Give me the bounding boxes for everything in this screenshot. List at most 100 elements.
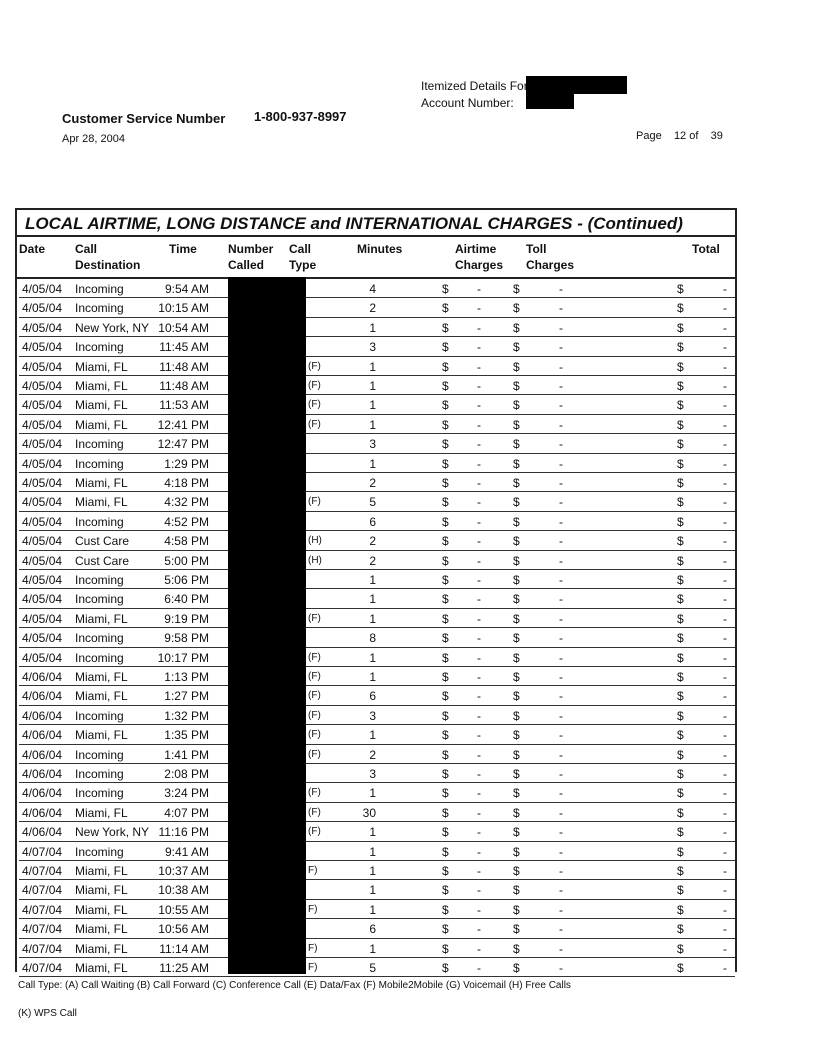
customer-service-number: 1-800-937-8997 [254, 109, 347, 124]
total-currency: $ [677, 398, 684, 413]
call-type-cell: (F) [308, 399, 321, 411]
toll-cell: - [559, 689, 563, 704]
airtime-currency: $ [442, 708, 449, 723]
time-cell: 11:53 AM [159, 398, 209, 413]
time-cell: 5:00 PM [164, 553, 209, 568]
toll-cell: - [559, 495, 563, 510]
date-cell: 4/05/04 [22, 282, 63, 296]
toll-cell: - [559, 708, 563, 723]
call-type-cell: (H) [308, 554, 322, 566]
date-cell: 4/06/04 [22, 805, 63, 820]
call-type-cell: (F) [308, 787, 321, 799]
total-currency: $ [677, 805, 684, 820]
airtime-cell: - [477, 282, 481, 296]
total-currency: $ [677, 573, 684, 587]
table-row: 4/05/04 Incoming 6:40 PM 1 $ - $ - $ - [19, 589, 735, 609]
destination-cell: Miami, FL [75, 495, 128, 510]
minutes-cell: 1 [369, 417, 376, 432]
airtime-currency: $ [442, 437, 449, 452]
call-type-cell: (F) [308, 709, 321, 721]
airtime-cell: - [477, 902, 481, 917]
toll-cell: - [559, 961, 563, 975]
col-toll: Toll Charges [526, 242, 575, 272]
airtime-currency: $ [442, 883, 449, 898]
time-cell: 9:41 AM [164, 844, 209, 859]
total-currency: $ [677, 708, 684, 723]
time-cell: 1:35 PM [164, 728, 209, 743]
airtime-currency: $ [442, 767, 449, 781]
total-cell: - [723, 728, 727, 743]
toll-cell: - [559, 320, 563, 335]
toll-currency: $ [513, 379, 520, 393]
airtime-currency: $ [442, 398, 449, 413]
total-cell: - [723, 379, 727, 393]
table-row: 4/05/04 Miami, FL 4:32 PM (F) 5 $ - $ - $ - [19, 492, 735, 512]
time-cell: 1:27 PM [164, 689, 209, 704]
airtime-cell: - [477, 573, 481, 587]
date-cell: 4/05/04 [22, 650, 63, 665]
call-type-cell: (F) [308, 612, 321, 624]
itemized-details-label: Itemized Details For: [421, 79, 532, 93]
time-cell: 9:19 PM [164, 611, 209, 626]
call-type-cell: F) [308, 903, 318, 915]
airtime-cell: - [477, 417, 481, 432]
total-cell: - [723, 961, 727, 975]
call-type-cell: F) [308, 865, 318, 876]
call-type-cell: (F) [308, 671, 321, 682]
call-type-cell: (F) [308, 826, 321, 838]
total-cell: - [723, 301, 727, 316]
page-indicator: Page 12 of 39 [636, 130, 723, 142]
minutes-cell: 1 [369, 670, 376, 684]
airtime-currency: $ [442, 922, 449, 937]
date-cell: 4/07/04 [22, 922, 63, 937]
airtime-currency: $ [442, 495, 449, 510]
toll-cell: - [559, 282, 563, 296]
table-row: 4/07/04 Miami, FL 10:37 AM F) 1 $ - $ - $ - [19, 861, 735, 881]
table-row: 4/05/04 Cust Care 5:00 PM (H) 2 $ - $ - $ - [19, 551, 735, 570]
time-cell: 3:24 PM [164, 786, 209, 801]
time-cell: 4:32 PM [164, 495, 209, 510]
minutes-cell: 6 [369, 514, 376, 529]
destination-cell: Incoming [75, 650, 124, 665]
toll-currency: $ [513, 728, 520, 743]
minutes-cell: 1 [369, 573, 376, 587]
airtime-currency: $ [442, 282, 449, 296]
minutes-cell: 1 [369, 941, 376, 956]
total-currency: $ [677, 514, 684, 529]
table-row: 4/06/04 Incoming 1:41 PM (F) 2 $ - $ - $ - [19, 745, 735, 764]
total-currency: $ [677, 340, 684, 355]
airtime-cell: - [477, 786, 481, 801]
total-cell: - [723, 495, 727, 510]
airtime-currency: $ [442, 728, 449, 743]
airtime-cell: - [477, 631, 481, 646]
table-row: 4/05/04 Incoming 12:47 PM 3 $ - $ - $ - [19, 434, 735, 454]
date-cell: 4/06/04 [22, 670, 63, 684]
date-cell: 4/07/04 [22, 864, 63, 878]
minutes-cell: 1 [369, 611, 376, 626]
airtime-cell: - [477, 883, 481, 898]
charges-table: LOCAL AIRTIME, LONG DISTANCE and INTERNA… [15, 208, 737, 978]
time-cell: 10:38 AM [158, 883, 209, 898]
toll-currency: $ [513, 456, 520, 471]
minutes-cell: 1 [369, 650, 376, 665]
destination-cell: Incoming [75, 786, 124, 801]
toll-cell: - [559, 650, 563, 665]
call-type-cell: F) [308, 962, 318, 973]
time-cell: 11:45 AM [159, 340, 209, 355]
call-type-cell: (F) [308, 729, 321, 741]
minutes-cell: 2 [369, 534, 376, 549]
toll-currency: $ [513, 417, 520, 432]
airtime-cell: - [477, 495, 481, 510]
total-cell: - [723, 708, 727, 723]
toll-currency: $ [513, 553, 520, 568]
destination-cell: Incoming [75, 708, 124, 723]
destination-cell: Incoming [75, 573, 124, 587]
date-cell: 4/05/04 [22, 437, 63, 452]
date-cell: 4/05/04 [22, 631, 63, 646]
toll-cell: - [559, 767, 563, 781]
airtime-currency: $ [442, 611, 449, 626]
time-cell: 11:48 AM [159, 359, 209, 374]
total-currency: $ [677, 961, 684, 975]
destination-cell: Miami, FL [75, 922, 128, 937]
call-type-cell: (F) [308, 690, 321, 702]
